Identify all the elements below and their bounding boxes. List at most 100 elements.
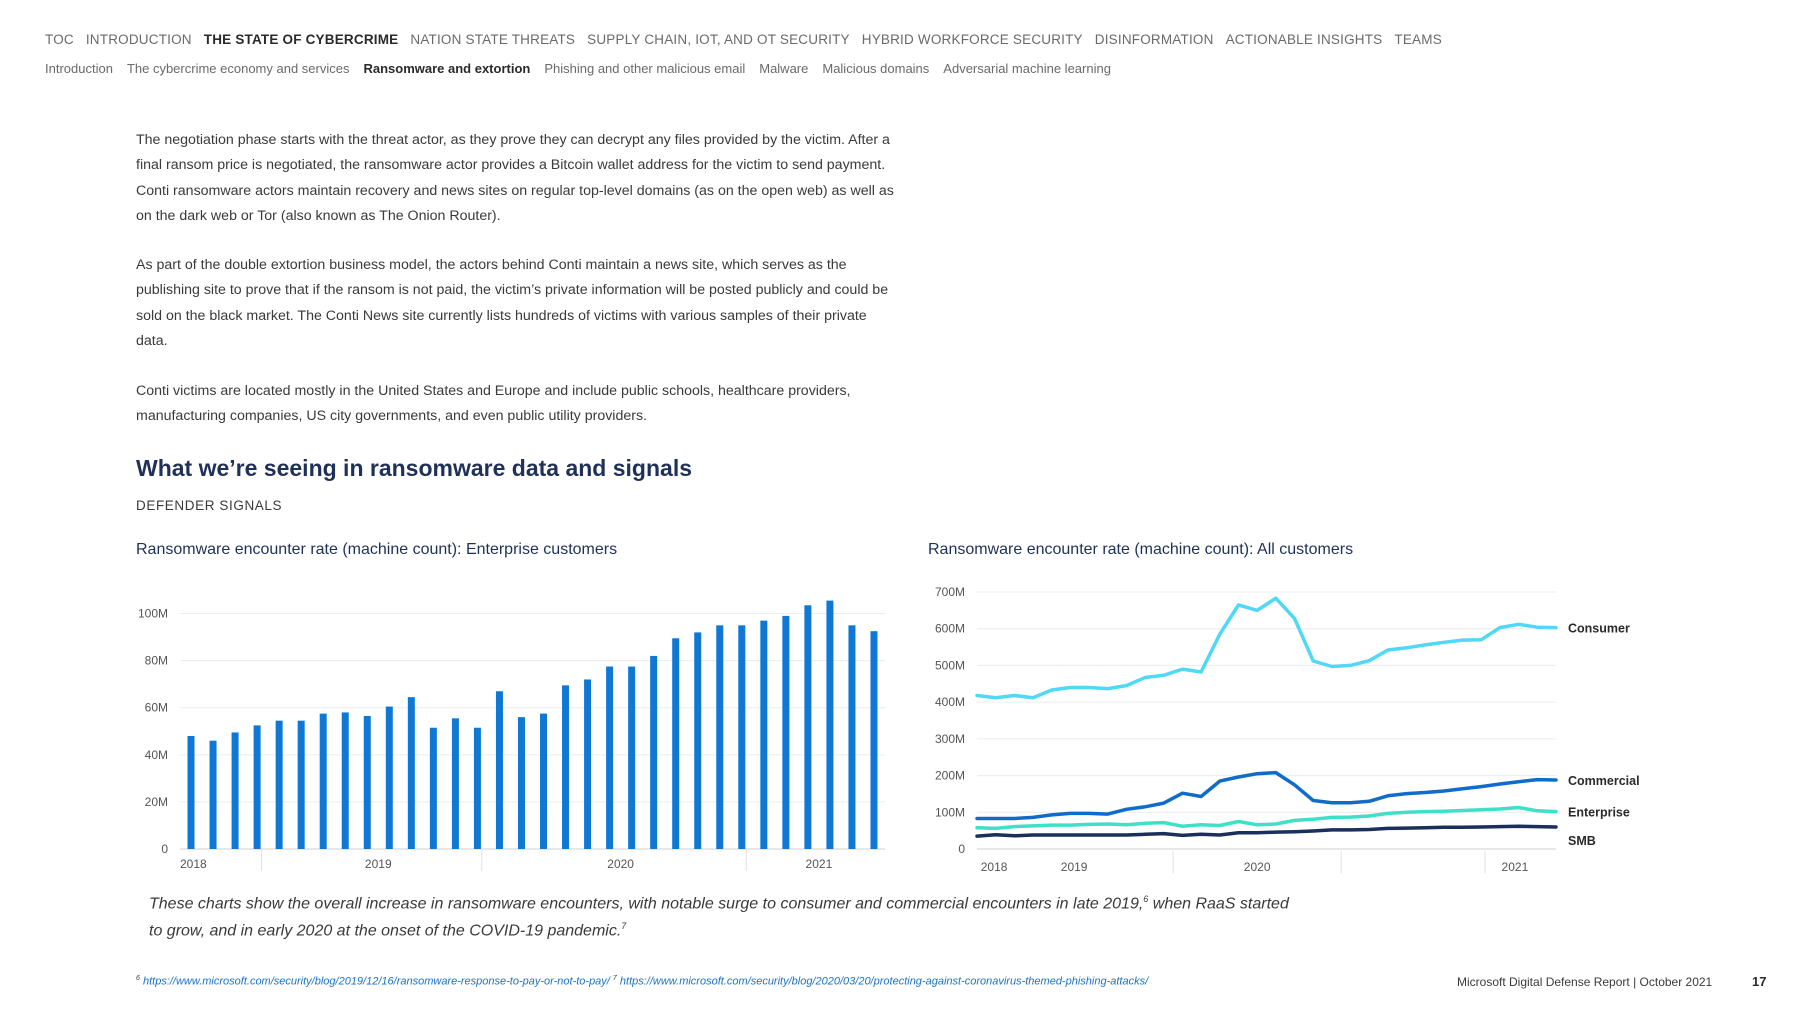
x-year-label: 2021 — [1502, 860, 1529, 874]
footnote-number: 6 — [136, 975, 140, 982]
all-customers-chart-title: Ransomware encounter rate (machine count… — [928, 541, 1354, 558]
report-footer: Microsoft Digital Defense Report | Octob… — [1457, 975, 1713, 989]
nav-tab-disinformation[interactable]: DISINFORMATION — [1094, 32, 1214, 47]
nav-tab-teams[interactable]: TEAMS — [1394, 32, 1442, 47]
series-label-smb: SMB — [1568, 834, 1596, 848]
series-line-enterprise — [975, 805, 1558, 831]
bar — [606, 666, 614, 849]
secondary-nav: Introduction The cybercrime economy and s… — [45, 61, 1111, 76]
bar — [297, 720, 305, 849]
nav-tab-nation-state-threats[interactable]: NATION STATE THREATS — [410, 32, 576, 47]
bar — [429, 727, 437, 849]
bar — [540, 713, 548, 849]
x-year-label: 2020 — [607, 857, 634, 871]
series-line-commercial — [975, 770, 1558, 821]
bar — [341, 712, 349, 849]
subnav-tab-malicious-domains[interactable]: Malicious domains — [822, 61, 930, 76]
bar — [738, 625, 746, 849]
enterprise-chart-title: Ransomware encounter rate (machine count… — [136, 541, 618, 558]
caption-text: These charts show the overall increase i… — [149, 895, 1144, 913]
y-tick-label: 100M — [138, 607, 168, 621]
x-year-label: 2018 — [981, 860, 1008, 874]
bar — [187, 735, 195, 849]
nav-tab-supply-chain-iot-and-ot-security[interactable]: SUPPLY CHAIN, IOT, AND OT SECURITY — [587, 32, 850, 47]
paragraph-double-extortion: As part of the double extortion business… — [136, 257, 889, 349]
bar — [672, 638, 680, 849]
subnav-tab-adversarial-machine-learning[interactable]: Adversarial machine learning — [943, 61, 1111, 76]
series-label-commercial: Commercial — [1568, 774, 1640, 788]
y-tick-label: 400M — [935, 695, 965, 709]
series-label-enterprise: Enterprise — [1568, 806, 1630, 820]
x-year-label: 2020 — [1244, 860, 1271, 874]
footnote-link[interactable]: https://www.microsoft.com/security/blog/… — [142, 975, 610, 988]
section-subheading: DEFENDER SIGNALS — [136, 498, 283, 513]
y-tick-label: 0 — [161, 842, 168, 856]
y-tick-label: 200M — [935, 769, 965, 783]
bar — [584, 679, 592, 849]
bar — [495, 691, 503, 849]
nav-tab-toc[interactable]: TOC — [45, 32, 74, 47]
series-line-consumer — [975, 596, 1558, 700]
subnav-tab-malware[interactable]: Malware — [759, 61, 809, 76]
bar — [517, 717, 525, 849]
bar — [716, 625, 724, 849]
nav-tab-hybrid-workforce-security[interactable]: HYBRID WORKFORCE SECURITY — [861, 32, 1083, 47]
y-tick-label: 20M — [145, 795, 168, 809]
bar — [804, 605, 812, 849]
series-line-smb — [975, 824, 1558, 838]
nav-tab-the-state-of-cybercrime[interactable]: THE STATE OF CYBERCRIME — [203, 32, 399, 47]
paragraph-negotiation: The negotiation phase starts with the th… — [136, 132, 894, 224]
section-heading: What we’re seeing in ransomware data and… — [136, 455, 692, 481]
bar — [650, 655, 658, 849]
bar — [363, 715, 371, 849]
caption-footnote-ref-7[interactable]: 7 — [621, 921, 627, 932]
paragraph-conti-victims: Conti victims are located mostly in the … — [136, 383, 851, 425]
subnav-tab-introduction[interactable]: Introduction — [45, 61, 113, 76]
bar — [473, 727, 481, 849]
primary-nav: TOC INTRODUCTION THE STATE OF CYBERCRIME NA… — [45, 32, 1442, 47]
footnotes: 6 https://www.microsoft.com/security/blo… — [136, 975, 1148, 988]
y-tick-label: 600M — [935, 622, 965, 636]
bar — [562, 685, 570, 849]
x-year-label: 2021 — [806, 857, 833, 871]
x-year-label: 2019 — [365, 857, 392, 871]
bar — [275, 720, 283, 849]
bar — [782, 615, 790, 849]
y-tick-label: 40M — [145, 748, 168, 762]
bar — [209, 740, 217, 849]
y-tick-label: 0 — [958, 842, 965, 856]
y-tick-label: 700M — [935, 585, 965, 599]
bar — [385, 706, 393, 849]
y-tick-label: 300M — [935, 732, 965, 746]
bar — [870, 631, 878, 849]
nav-tab-introduction[interactable]: INTRODUCTION — [85, 32, 192, 47]
bar — [253, 725, 261, 849]
series-label-consumer: Consumer — [1568, 622, 1630, 636]
y-tick-label: 500M — [935, 658, 965, 672]
bar — [848, 625, 856, 849]
bar — [231, 732, 239, 849]
x-year-label: 2018 — [180, 857, 207, 871]
caption-text-continued: when RaaS started to grow, and in early … — [149, 895, 1289, 940]
footnote-number: 7 — [612, 975, 617, 982]
bar — [319, 713, 327, 849]
x-year-label: 2019 — [1061, 860, 1088, 874]
y-tick-label: 80M — [145, 654, 168, 668]
bar — [760, 620, 768, 849]
bar — [826, 600, 834, 849]
subnav-tab-phishing-and-other-malicious-email[interactable]: Phishing and other malicious email — [544, 61, 746, 76]
bar — [407, 697, 415, 849]
subnav-tab-the-cybercrime-economy-and-services[interactable]: The cybercrime economy and services — [126, 61, 350, 76]
y-tick-label: 100M — [935, 805, 965, 819]
bar — [451, 718, 459, 849]
bar — [694, 632, 702, 849]
bar — [628, 666, 636, 849]
y-tick-label: 60M — [145, 701, 168, 715]
footnote-link[interactable]: https://www.microsoft.com/security/blog/… — [619, 975, 1149, 988]
chart-caption: These charts show the overall increase i… — [149, 888, 1299, 943]
page-number: 17 — [1752, 974, 1767, 989]
subnav-tab-ransomware-and-extortion[interactable]: Ransomware and extortion — [363, 61, 531, 76]
nav-tab-actionable-insights[interactable]: ACTIONABLE INSIGHTS — [1225, 32, 1383, 47]
caption-footnote-ref-6[interactable]: 6 — [1143, 894, 1149, 904]
